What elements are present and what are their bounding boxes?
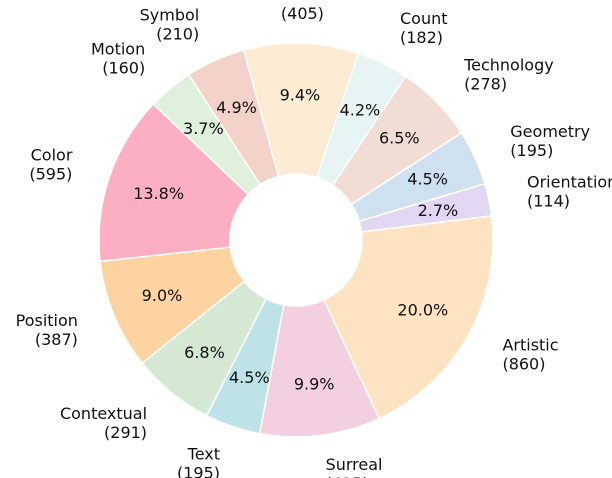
percent-label-motion: 3.7% [183, 119, 224, 138]
percent-label-geometry: 4.5% [407, 170, 448, 189]
labels: 20.0% Artistic(860) 2.7% Orientation(114) 4.… [16, 0, 612, 478]
count-label-surreal: (425) [326, 474, 369, 478]
count-label-artistic: (860) [502, 354, 545, 373]
percent-label-symbol: 4.9% [216, 98, 257, 117]
count-label-color: (595) [29, 164, 72, 183]
slice-color [98, 103, 250, 263]
slices [98, 42, 494, 438]
category-label-artistic: Artistic [502, 335, 558, 354]
category-label-position: Position [16, 311, 78, 330]
count-label-count: (182) [400, 28, 443, 47]
count-label-motion: (160) [102, 58, 145, 77]
category-label-contextual: Contextual [60, 404, 147, 423]
category-label-count: Count [400, 9, 448, 28]
percent-label-natural: 9.4% [280, 86, 321, 105]
category-label-color: Color [31, 145, 73, 164]
count-label-orientation: (114) [527, 192, 570, 211]
category-label-technology: Technology [463, 55, 554, 74]
count-label-symbol: (210) [156, 25, 199, 44]
percent-label-position: 9.0% [142, 286, 183, 305]
category-label-surreal: Surreal [326, 455, 383, 474]
category-label-motion: Motion [91, 39, 145, 58]
percent-label-text: 4.5% [229, 368, 270, 387]
slice-artistic [322, 214, 494, 420]
category-label-text: Text [187, 444, 220, 463]
category-label-natural: Natural [273, 0, 332, 4]
slice-surreal [258, 298, 381, 438]
count-label-position: (387) [35, 330, 78, 349]
category-label-geometry: Geometry [510, 122, 590, 141]
count-label-text: (195) [177, 463, 220, 478]
category-label-symbol: Symbol [140, 6, 200, 25]
count-label-technology: (278) [464, 74, 507, 93]
percent-label-count: 4.2% [340, 100, 381, 119]
percent-label-orientation: 2.7% [418, 201, 459, 220]
count-label-contextual: (291) [104, 423, 147, 442]
percent-label-technology: 6.5% [379, 129, 420, 148]
percent-label-color: 13.8% [133, 184, 184, 203]
count-label-natural: (405) [281, 4, 324, 23]
percent-label-surreal: 9.9% [294, 374, 335, 393]
count-label-geometry: (195) [510, 141, 553, 160]
percent-label-artistic: 20.0% [397, 301, 448, 320]
category-label-orientation: Orientation [527, 173, 612, 192]
percent-label-contextual: 6.8% [184, 343, 225, 362]
